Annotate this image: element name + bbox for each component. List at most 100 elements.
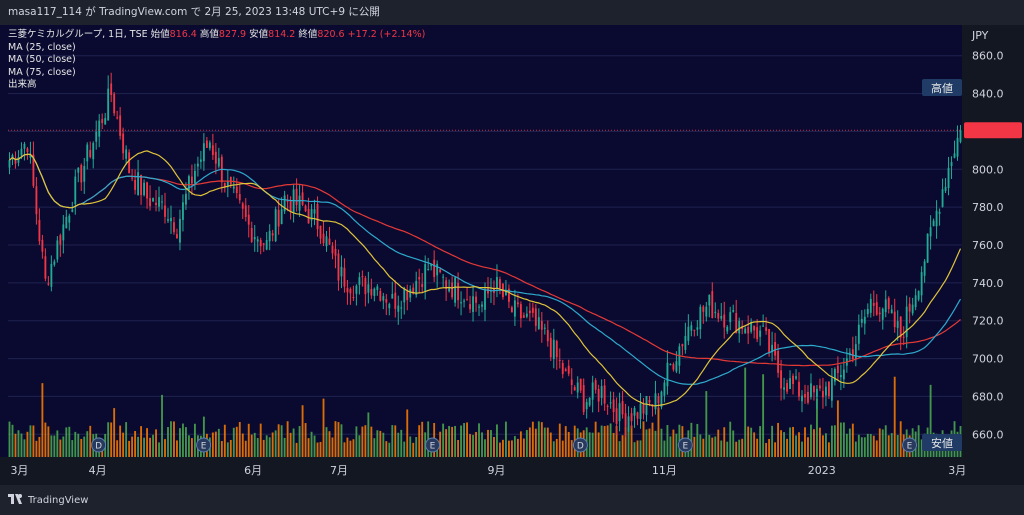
volume-bar (161, 394, 163, 457)
volume-bar (190, 438, 193, 457)
candle (893, 298, 896, 333)
candle-body (463, 300, 465, 302)
candle-body (433, 259, 436, 278)
candle (687, 314, 690, 346)
volume-bar (917, 425, 920, 457)
candle (376, 284, 379, 296)
candle-body (226, 181, 229, 187)
candle-body (412, 287, 415, 294)
legend-ma25[interactable]: MA (25, close) (8, 41, 76, 53)
candle-body (436, 263, 439, 276)
candle (137, 159, 140, 196)
volume-bar (920, 439, 923, 457)
candle (463, 298, 465, 308)
candle (244, 198, 247, 222)
y-tick-label: 860.0 (972, 50, 1004, 63)
volume-bar (274, 430, 277, 457)
candle-body (256, 239, 259, 242)
candle (884, 290, 887, 318)
candle (253, 224, 256, 252)
candle-body (714, 311, 717, 313)
candle-body (768, 329, 771, 353)
candle (543, 323, 546, 335)
candle (642, 398, 645, 420)
candle-body (588, 397, 591, 406)
ma25-line (9, 150, 962, 407)
volume-bar (475, 431, 477, 457)
candle (74, 169, 77, 215)
volume-bar (792, 426, 794, 457)
candle (795, 369, 797, 381)
event-marker-e (902, 437, 918, 453)
volume-bar (866, 433, 869, 457)
volume-bar (412, 442, 415, 457)
candle-body (690, 325, 693, 331)
candle-body (762, 325, 765, 327)
candle-body (188, 176, 190, 191)
low-marker-bg (922, 434, 962, 451)
candle (738, 317, 741, 343)
x-tick-label: 3月 (948, 464, 966, 477)
candle (615, 397, 618, 435)
candle-body (606, 405, 609, 407)
candle-body (77, 167, 80, 173)
candlestick-chart[interactable]: D E E D E E 660.0 680.0 700.0 720.0 740.0 760.0 780.… (0, 25, 1024, 485)
candle (735, 299, 738, 334)
candle-body (516, 302, 519, 305)
volume-bar (857, 434, 860, 457)
candle-body (884, 299, 887, 313)
chart-area[interactable]: D E E D E E 660.0 680.0 700.0 720.0 740.0 760.0 780.… (0, 25, 1024, 485)
tradingview-brand: TradingView (28, 495, 89, 506)
candle-body (205, 140, 208, 148)
volume-bar (627, 427, 630, 457)
volume-bar (561, 440, 564, 457)
candle-body (842, 369, 845, 380)
candle (747, 315, 750, 345)
candle-body (747, 327, 750, 334)
candle (729, 306, 732, 331)
volume-bar (250, 434, 253, 457)
volume-bar (732, 430, 735, 457)
candle-body (439, 269, 442, 273)
legend-ma50[interactable]: MA (50, close) (8, 54, 76, 65)
event-marker-label: E (201, 442, 207, 452)
candle-body (675, 361, 678, 372)
candle-body (830, 378, 833, 401)
volume-bar (466, 422, 468, 457)
volume-bar (875, 440, 878, 457)
candle-body (143, 182, 145, 196)
volume-bar (813, 429, 815, 457)
volume-bar (481, 432, 483, 457)
volume-bar (558, 423, 561, 457)
candle-body (334, 248, 337, 256)
candle-body (424, 264, 427, 292)
candle-body (53, 261, 56, 265)
volume-bar (699, 434, 702, 457)
candle-body (893, 311, 896, 328)
volume-bar (854, 441, 857, 457)
candle (908, 297, 911, 324)
candle-body (525, 313, 528, 317)
candle-body (499, 279, 501, 289)
candle (531, 302, 534, 318)
candle (373, 287, 376, 302)
candle (352, 285, 355, 301)
candle (528, 302, 531, 322)
legend-volume[interactable]: 出来高 (8, 79, 37, 90)
candle-body (926, 233, 929, 263)
volume-bar (657, 407, 660, 457)
candle-body (899, 316, 902, 338)
candle (101, 113, 104, 130)
candle (346, 279, 349, 305)
legend-ma75[interactable]: MA (75, close) (8, 66, 76, 78)
volume-bar (639, 440, 642, 457)
candle-body (941, 189, 944, 207)
candle (627, 406, 630, 432)
candle (869, 293, 872, 318)
candle (825, 381, 827, 407)
volume-bar (349, 440, 352, 457)
tradingview-logo[interactable]: TradingView (8, 494, 88, 506)
candle-body (561, 362, 564, 375)
volume-bar (439, 431, 442, 457)
candle (176, 228, 178, 239)
